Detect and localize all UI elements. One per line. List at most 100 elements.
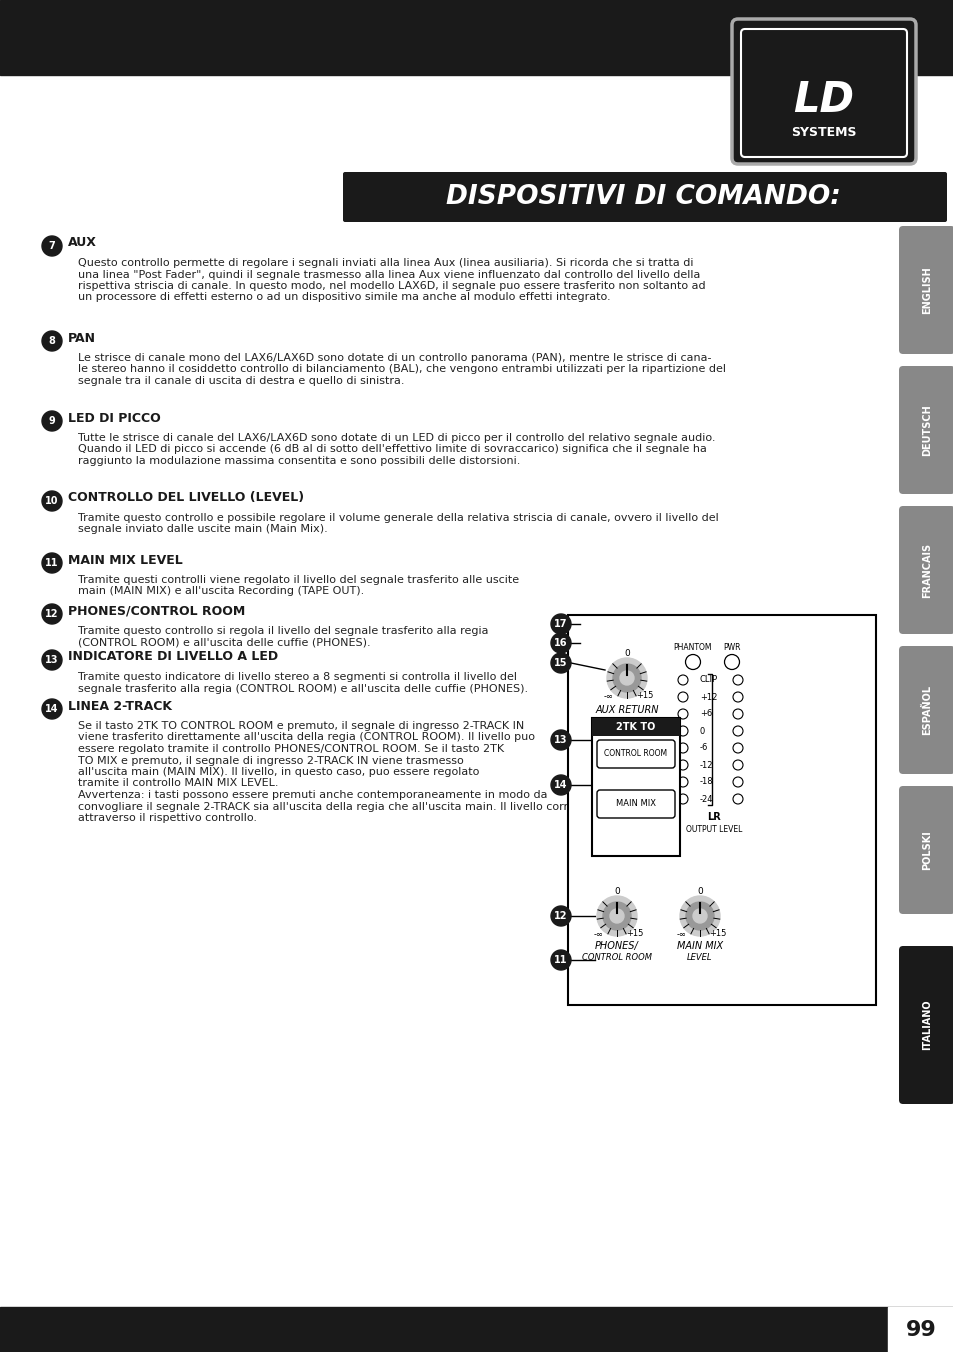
Bar	[592, 718, 679, 856]
Text: 12: 12	[554, 911, 567, 921]
Text: segnale inviato dalle uscite main (Main Mix).: segnale inviato dalle uscite main (Main …	[78, 525, 328, 534]
Text: DISPOSITIVI DI COMANDO:: DISPOSITIVI DI COMANDO:	[445, 184, 840, 210]
Text: le stereo hanno il cosiddetto controllo di bilanciamento (BAL), che vengono entr: le stereo hanno il cosiddetto controllo …	[78, 365, 725, 375]
Circle shape	[678, 794, 687, 804]
Bar	[887, 1307, 953, 1352]
Circle shape	[678, 692, 687, 702]
Text: 9: 9	[49, 416, 55, 426]
Text: PWR: PWR	[722, 644, 740, 653]
Text: MAIN MIX LEVEL: MAIN MIX LEVEL	[68, 553, 183, 566]
Text: 0: 0	[614, 887, 619, 895]
Text: MAIN MIX: MAIN MIX	[616, 799, 656, 808]
FancyBboxPatch shape	[898, 946, 953, 1105]
Text: segnale trasferito alla regia (CONTROL ROOM) e all'uscita delle cuffie (PHONES).: segnale trasferito alla regia (CONTROL R…	[78, 684, 528, 694]
Text: LEVEL: LEVEL	[686, 953, 712, 961]
Text: Tramite questo controllo e possibile regolare il volume generale della relativa : Tramite questo controllo e possibile reg…	[78, 512, 718, 523]
Circle shape	[42, 604, 62, 625]
Text: 16: 16	[554, 638, 567, 648]
Text: PHONES/: PHONES/	[595, 941, 639, 950]
Text: TO MIX e premuto, il segnale di ingresso 2-TRACK IN viene trasmesso: TO MIX e premuto, il segnale di ingresso…	[78, 756, 463, 765]
Text: viene trasferito direttamente all'uscita della regia (CONTROL ROOM). Il livello : viene trasferito direttamente all'uscita…	[78, 733, 535, 742]
Circle shape	[613, 664, 640, 692]
FancyBboxPatch shape	[597, 740, 675, 768]
Text: AUX: AUX	[68, 237, 97, 250]
Circle shape	[606, 658, 646, 698]
Bar	[592, 718, 679, 735]
Circle shape	[42, 650, 62, 671]
Circle shape	[732, 675, 742, 685]
Text: Se il tasto 2TK TO CONTROL ROOM e premuto, il segnale di ingresso 2-TRACK IN: Se il tasto 2TK TO CONTROL ROOM e premut…	[78, 721, 524, 731]
Text: -∞: -∞	[594, 930, 603, 938]
Text: LED DI PICCO: LED DI PICCO	[68, 411, 161, 425]
Text: AUX RETURN: AUX RETURN	[595, 704, 659, 715]
Text: CONTROLLO DEL LIVELLO (LEVEL): CONTROLLO DEL LIVELLO (LEVEL)	[68, 492, 304, 504]
Circle shape	[732, 744, 742, 753]
Circle shape	[732, 708, 742, 719]
Circle shape	[692, 909, 706, 923]
Circle shape	[597, 896, 637, 936]
Circle shape	[732, 794, 742, 804]
Text: 2TK TO: 2TK TO	[616, 722, 655, 731]
Text: ITALIANO: ITALIANO	[921, 999, 931, 1051]
Circle shape	[551, 614, 571, 634]
Circle shape	[551, 653, 571, 673]
Text: Tramite questo indicatore di livello stereo a 8 segmenti si controlla il livello: Tramite questo indicatore di livello ste…	[78, 672, 517, 681]
Text: +12: +12	[700, 692, 717, 702]
Text: Quando il LED di picco si accende (6 dB al di sotto dell'effettivo limite di sov: Quando il LED di picco si accende (6 dB …	[78, 445, 706, 454]
Circle shape	[685, 654, 700, 669]
Text: all'uscita main (MAIN MIX). Il livello, in questo caso, puo essere regolato: all'uscita main (MAIN MIX). Il livello, …	[78, 767, 478, 777]
Circle shape	[551, 906, 571, 926]
FancyBboxPatch shape	[898, 226, 953, 354]
Circle shape	[42, 411, 62, 431]
Text: MAIN MIX: MAIN MIX	[677, 941, 722, 950]
Text: (CONTROL ROOM) e all'uscita delle cuffie (PHONES).: (CONTROL ROOM) e all'uscita delle cuffie…	[78, 638, 370, 648]
Circle shape	[678, 726, 687, 735]
Circle shape	[732, 726, 742, 735]
Text: -∞: -∞	[677, 930, 686, 938]
Text: attraverso il rispettivo controllo.: attraverso il rispettivo controllo.	[78, 813, 256, 823]
Text: raggiunto la modulazione massima consentita e sono possibili delle distorsioni.: raggiunto la modulazione massima consent…	[78, 456, 519, 466]
Text: Tramite questo controllo si regola il livello del segnale trasferito alla regia: Tramite questo controllo si regola il li…	[78, 626, 488, 635]
Circle shape	[723, 654, 739, 669]
Circle shape	[685, 902, 713, 930]
Circle shape	[619, 671, 634, 685]
Bar	[0, 0, 953, 74]
Circle shape	[551, 633, 571, 653]
Text: 0: 0	[697, 887, 702, 895]
Circle shape	[551, 775, 571, 795]
Text: -18: -18	[700, 777, 713, 787]
Text: 15: 15	[554, 658, 567, 668]
Text: tramite il controllo MAIN MIX LEVEL.: tramite il controllo MAIN MIX LEVEL.	[78, 779, 278, 788]
Text: -12: -12	[700, 760, 713, 769]
Text: 10: 10	[45, 496, 59, 506]
Circle shape	[678, 777, 687, 787]
Text: PHONES/CONTROL ROOM: PHONES/CONTROL ROOM	[68, 604, 245, 618]
Circle shape	[42, 331, 62, 352]
Text: PAN: PAN	[68, 331, 96, 345]
Text: Tramite questi controlli viene regolato il livello del segnale trasferito alle u: Tramite questi controlli viene regolato …	[78, 575, 518, 585]
Circle shape	[732, 692, 742, 702]
Text: 11: 11	[554, 955, 567, 965]
FancyBboxPatch shape	[898, 786, 953, 914]
Text: ESPAÑOL: ESPAÑOL	[921, 685, 931, 735]
Text: 99: 99	[904, 1320, 936, 1340]
Text: PHANTOM: PHANTOM	[673, 644, 712, 653]
Circle shape	[551, 950, 571, 969]
Text: 14: 14	[45, 704, 59, 714]
FancyBboxPatch shape	[731, 19, 915, 164]
Text: rispettiva striscia di canale. In questo modo, nel modello LAX6D, il segnale puo: rispettiva striscia di canale. In questo…	[78, 281, 705, 291]
Text: INDICATORE DI LIVELLO A LED: INDICATORE DI LIVELLO A LED	[68, 650, 278, 664]
Circle shape	[679, 896, 720, 936]
Circle shape	[42, 491, 62, 511]
Text: 13: 13	[45, 654, 59, 665]
Text: 13: 13	[554, 735, 567, 745]
Circle shape	[42, 553, 62, 573]
Text: main (MAIN MIX) e all'uscita Recording (TAPE OUT).: main (MAIN MIX) e all'uscita Recording (…	[78, 587, 364, 596]
Text: +15: +15	[709, 930, 726, 938]
FancyBboxPatch shape	[597, 790, 675, 818]
Text: LD: LD	[793, 78, 854, 120]
Text: convogliare il segnale 2-TRACK sia all'uscita della regia che all'uscita main. I: convogliare il segnale 2-TRACK sia all'u…	[78, 802, 714, 811]
Text: CONTROL ROOM: CONTROL ROOM	[581, 953, 651, 961]
Text: +6: +6	[700, 710, 712, 718]
Text: DEUTSCH: DEUTSCH	[921, 404, 931, 456]
